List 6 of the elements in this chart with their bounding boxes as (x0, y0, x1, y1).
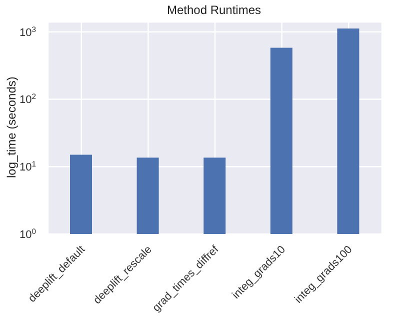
chart-title: Method Runtimes (166, 3, 262, 17)
y-tick-label: 10$^{3}$ (19, 24, 36, 39)
y-tick-label: 10$^{1}$ (19, 159, 36, 174)
y-tick-label: 10$^{0}$ (19, 226, 36, 241)
y-tick-label: 10$^{2}$ (19, 92, 36, 106)
y-axis-title: log_time (seconds) (4, 76, 18, 178)
